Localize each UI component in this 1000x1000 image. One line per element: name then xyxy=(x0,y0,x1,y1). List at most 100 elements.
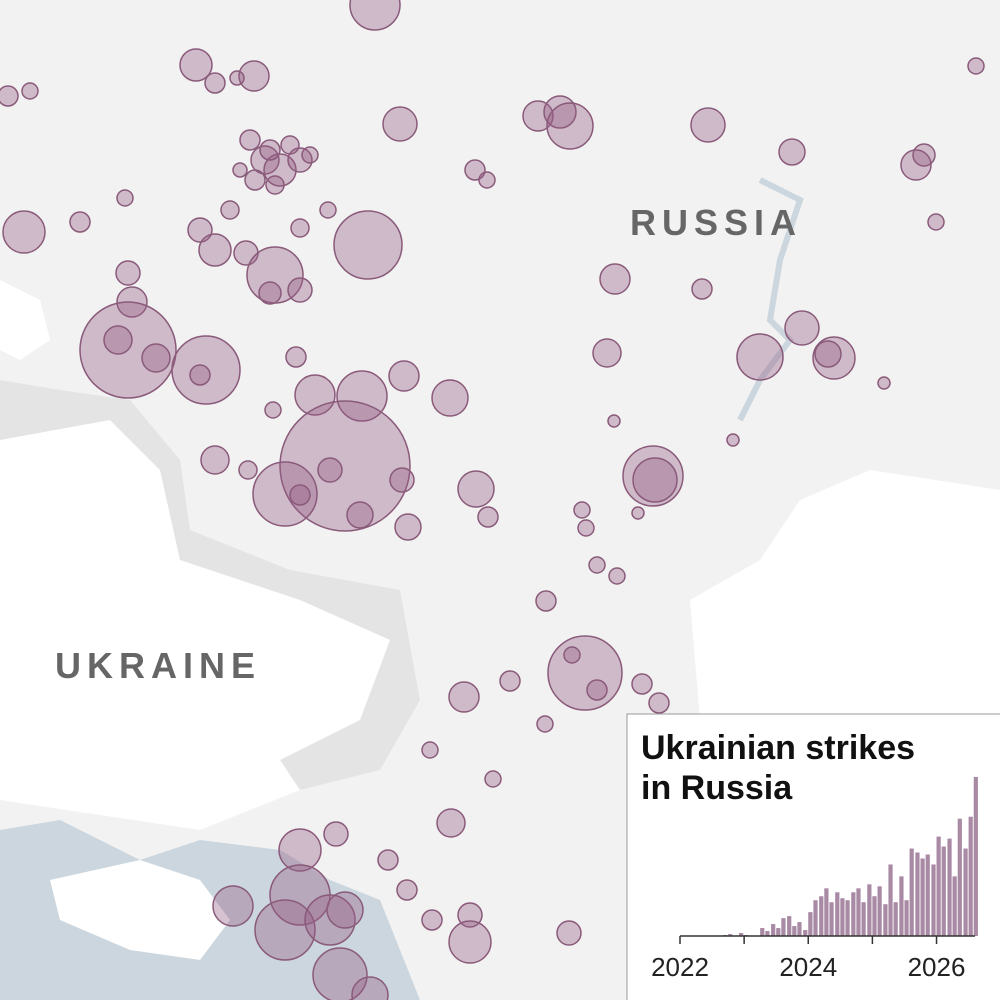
strike-bubble xyxy=(115,260,141,286)
crimea xyxy=(50,860,230,960)
strike-bubble xyxy=(543,95,577,129)
strike-bubble xyxy=(280,135,300,155)
bar xyxy=(808,912,813,936)
strike-bubble xyxy=(484,770,502,788)
strike-bubble xyxy=(317,457,343,483)
strike-bubble xyxy=(690,107,726,143)
strike-bubble xyxy=(279,400,411,532)
strike-bubble xyxy=(577,519,595,537)
ukraine-land xyxy=(0,400,420,830)
bar xyxy=(872,896,877,936)
strike-bubble xyxy=(778,138,806,166)
bar xyxy=(819,896,824,936)
bar xyxy=(909,848,914,936)
strike-bubble xyxy=(200,445,230,475)
x-tick-label: 2026 xyxy=(908,952,966,982)
strike-bubble xyxy=(499,670,521,692)
bar xyxy=(883,904,888,936)
strike-bubble xyxy=(287,277,313,303)
strike-bubble xyxy=(285,346,307,368)
x-tick-label: 2022 xyxy=(651,952,709,982)
bar xyxy=(829,902,834,936)
strike-bubble xyxy=(448,920,492,964)
bar xyxy=(867,884,872,936)
bar xyxy=(861,902,866,936)
strike-bubble xyxy=(294,374,336,416)
bar xyxy=(765,931,770,936)
strike-bubble xyxy=(326,891,364,929)
bar xyxy=(915,852,920,936)
country-label: UKRAINE xyxy=(55,645,261,686)
bar xyxy=(931,864,936,936)
strike-bubble xyxy=(287,147,313,173)
strike-bubble xyxy=(631,673,653,695)
bar xyxy=(781,918,786,936)
strike-bubble xyxy=(394,513,422,541)
strike-bubble xyxy=(900,149,932,181)
kazakhstan-land xyxy=(690,470,1000,720)
strike-bubble xyxy=(239,129,261,151)
strike-bubble xyxy=(608,567,626,585)
strike-bubble xyxy=(198,233,232,267)
strike-bubble xyxy=(421,741,439,759)
bar xyxy=(760,928,765,936)
strike-bubble xyxy=(535,590,557,612)
strike-bubble xyxy=(323,821,349,847)
strike-bubble xyxy=(278,828,322,872)
strike-bubble xyxy=(69,211,91,233)
strike-bubble xyxy=(522,100,554,132)
strike-bubble xyxy=(457,902,483,928)
strike-bubble xyxy=(204,72,226,94)
bar xyxy=(813,900,818,936)
strike-bubble xyxy=(877,376,891,390)
strike-bubble xyxy=(289,484,311,506)
bar xyxy=(947,838,952,936)
strike-bubble xyxy=(784,310,820,346)
bar xyxy=(803,930,808,936)
strike-bubble xyxy=(171,335,241,405)
strike-bubble xyxy=(588,556,606,574)
bar xyxy=(899,876,904,936)
bar xyxy=(824,888,829,936)
strike-bubble xyxy=(912,143,936,167)
strike-bubble xyxy=(259,139,281,161)
bar xyxy=(877,886,882,936)
belarus-land xyxy=(0,280,50,360)
strike-bubble xyxy=(232,162,248,178)
bar xyxy=(893,902,898,936)
strike-bubble xyxy=(726,433,740,447)
bar xyxy=(771,924,776,936)
strike-bubble xyxy=(556,920,582,946)
bar xyxy=(963,848,968,936)
bar xyxy=(845,900,850,936)
strike-bubble xyxy=(389,467,415,493)
country-label: RUSSIA xyxy=(630,202,802,243)
x-tick-label: 2024 xyxy=(779,952,837,982)
strike-bubble xyxy=(477,506,499,528)
strike-bubble xyxy=(622,445,684,507)
strike-bubble xyxy=(220,200,240,220)
strike-bubble xyxy=(212,885,254,927)
strike-bubble xyxy=(229,70,245,86)
strike-bubble xyxy=(573,501,591,519)
strike-bubble xyxy=(607,414,621,428)
bar xyxy=(787,916,792,936)
strike-bubble xyxy=(388,360,420,392)
strike-bubble xyxy=(21,82,39,100)
bar xyxy=(888,864,893,936)
strike-bubble xyxy=(141,343,171,373)
strike-bubble xyxy=(179,48,213,82)
strike-bubble xyxy=(244,169,266,191)
strike-bubble xyxy=(631,506,645,520)
bar xyxy=(968,816,973,936)
bar xyxy=(920,858,925,936)
bar xyxy=(739,933,744,936)
strike-bubble xyxy=(478,171,496,189)
strike-bubble xyxy=(431,379,469,417)
bar xyxy=(792,926,797,936)
inset-title: Ukrainian strikes in Russia xyxy=(641,729,916,807)
strike-bubble xyxy=(536,715,554,733)
